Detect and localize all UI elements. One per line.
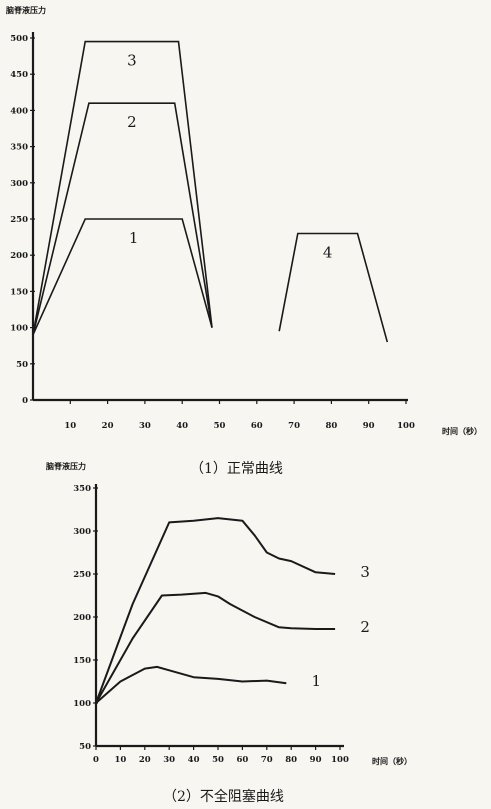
y-tick-label: 400 (10, 106, 28, 116)
series-label-2: 2 (127, 113, 137, 131)
y-tick-label: 150 (10, 287, 28, 297)
series-line-3 (32, 40, 213, 335)
chart-caption: （1）正常曲线 (190, 461, 283, 477)
x-tick-label: 60 (236, 755, 248, 765)
x-tick-label: 10 (64, 421, 76, 431)
y-tick-label: 250 (10, 215, 28, 225)
x-tick-label: 50 (214, 421, 226, 431)
x-tick-label: 100 (331, 755, 349, 765)
x-tick-label: 30 (163, 755, 175, 765)
y-tick-label: 0 (22, 396, 28, 406)
x-tick-label: 80 (285, 755, 297, 765)
y-tick-label: 500 (10, 34, 28, 44)
x-tick-label: 40 (176, 421, 188, 431)
series-label-3: 3 (360, 563, 370, 581)
series-line-2 (32, 102, 213, 335)
x-tick-label: 90 (363, 421, 375, 431)
series-label-1: 1 (129, 229, 139, 247)
x-tick-label: 50 (212, 755, 224, 765)
y-tick-label: 200 (10, 251, 28, 261)
x-tick-label: 20 (139, 755, 151, 765)
y-tick-label: 50 (16, 360, 28, 370)
y-tick-label: 100 (73, 699, 91, 709)
y-tick-label: 100 (10, 324, 28, 334)
y-tick-label: 350 (73, 484, 91, 494)
y-tick-label: 200 (73, 613, 91, 623)
x-tick-label: 10 (114, 755, 126, 765)
series-line-1 (32, 218, 213, 336)
x-tick-label: 0 (93, 755, 99, 765)
x-tick-label: 100 (397, 421, 415, 431)
y-tick-label: 300 (10, 179, 28, 189)
series-label-3: 3 (127, 52, 137, 70)
normal-curve-chart: 脑脊液压力 时间（秒） （1）正常曲线 05010015020025030035… (5, 5, 482, 477)
series-label-4: 4 (323, 243, 333, 261)
x-tick-label: 60 (251, 421, 263, 431)
series-line-2 (95, 591, 336, 704)
series-label-1: 1 (312, 672, 322, 690)
series-line-4 (278, 232, 389, 343)
chart-caption: （2）不全阻塞曲线 (163, 788, 284, 805)
y-tick-label: 350 (10, 143, 28, 153)
series-line-1 (95, 665, 287, 704)
y-tick-label: 50 (79, 742, 91, 752)
x-tick-label: 90 (310, 755, 322, 765)
partial-block-curve-chart: 脑脊液压力 时间（秒） （2）不全阻塞曲线 501001502002503003… (45, 461, 412, 805)
x-tick-label: 80 (325, 421, 337, 431)
y-tick-label: 450 (10, 70, 28, 80)
x-tick-label: 30 (139, 421, 151, 431)
x-tick-label: 20 (102, 421, 114, 431)
series-label-2: 2 (360, 618, 370, 636)
x-tick-label: 70 (288, 421, 300, 431)
y-tick-label: 150 (73, 656, 91, 666)
y-axis-title: 脑脊液压力 (5, 5, 46, 15)
y-tick-label: 250 (73, 570, 91, 580)
series-line-3 (95, 517, 336, 704)
y-tick-label: 300 (73, 527, 91, 537)
x-tick-label: 70 (261, 755, 273, 765)
y-axis-title: 脑脊液压力 (45, 461, 86, 471)
x-tick-label: 40 (188, 755, 200, 765)
x-axis-title: 时间（秒） (442, 426, 482, 436)
x-axis-title: 时间（秒） (372, 756, 412, 766)
